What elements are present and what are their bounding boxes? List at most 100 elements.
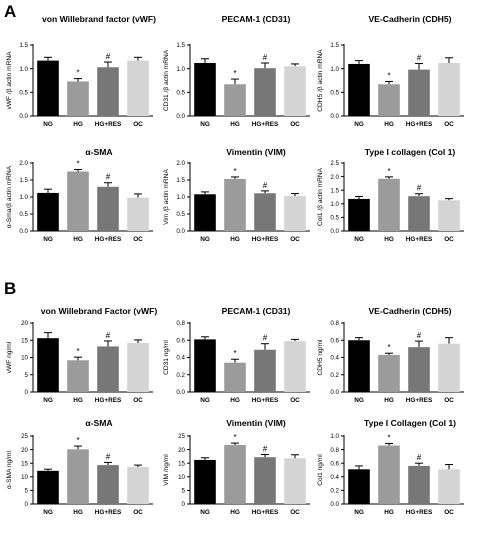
significance-marker: # bbox=[263, 444, 268, 453]
y-axis-label: Vim /β actin mRNA bbox=[163, 169, 170, 225]
chart-7: von Willebrand Factor (vWF) vWF ng/ml 0 5 10… bbox=[6, 306, 157, 404]
bar-ng bbox=[37, 470, 59, 504]
bar-oc bbox=[127, 197, 149, 231]
chart-3: VE-Cadherin (CDH5) CDH5 /β actin mRNA 0.0 0… bbox=[317, 14, 464, 128]
x-category-label: HG+RES bbox=[406, 236, 433, 243]
significance-marker: * bbox=[76, 347, 79, 356]
y-tick-label: 1.0 bbox=[330, 201, 339, 208]
chart-10: α-SMA α-SMA ng/ml 0 5 10 15 20 25 NG * HG # HG+RES OC bbox=[6, 418, 153, 516]
y-tick-label: 25 bbox=[21, 433, 28, 440]
significance-marker: # bbox=[106, 173, 111, 182]
y-tick-label: 0 bbox=[25, 389, 29, 396]
x-category-label: NG bbox=[354, 397, 364, 404]
x-category-label: OC bbox=[290, 236, 300, 243]
x-category-label: HG bbox=[73, 509, 83, 516]
significance-marker: # bbox=[106, 452, 111, 461]
significance-marker: * bbox=[233, 433, 236, 442]
y-tick-label: 1.5 bbox=[176, 42, 185, 49]
x-category-label: HG bbox=[73, 236, 83, 243]
x-category-label: HG+RES bbox=[406, 121, 433, 128]
chart-title: PECAM-1 (CD31) bbox=[222, 306, 291, 316]
bar-oc bbox=[438, 200, 460, 231]
y-axis-label: CD31 /β actin mRNA bbox=[163, 49, 170, 111]
chart-title: VE-Cadherin (CDH5) bbox=[368, 306, 451, 316]
chart-title: Type I collagen (Col 1) bbox=[365, 147, 456, 157]
y-tick-label: 2.5 bbox=[330, 160, 339, 167]
y-tick-label: 0.5 bbox=[19, 211, 28, 218]
x-category-label: OC bbox=[133, 236, 143, 243]
bar-ng bbox=[37, 338, 59, 392]
y-tick-label: 1.5 bbox=[19, 42, 28, 49]
y-tick-label: 0.0 bbox=[19, 113, 28, 120]
chart-11: Vimentin (VIM) VIM /ng/ml 0 5 10 15 20 25 NG * HG #… bbox=[163, 418, 310, 516]
y-tick-label: 0.8 bbox=[330, 320, 339, 327]
chart-title: von Willebrand Factor (vWF) bbox=[41, 306, 158, 316]
x-category-label: OC bbox=[444, 509, 454, 516]
y-tick-label: 1.0 bbox=[176, 194, 185, 201]
x-category-label: NG bbox=[200, 509, 210, 516]
y-tick-label: 0.5 bbox=[176, 211, 185, 218]
y-tick-label: 1.0 bbox=[176, 66, 185, 73]
y-tick-label: 0.5 bbox=[176, 90, 185, 97]
x-category-label: HG+RES bbox=[95, 121, 122, 128]
significance-marker: # bbox=[106, 331, 111, 340]
y-tick-label: 10 bbox=[21, 355, 28, 362]
x-category-label: OC bbox=[444, 236, 454, 243]
bar-hg bbox=[67, 81, 89, 116]
y-tick-label: 1.0 bbox=[330, 66, 339, 73]
x-category-label: NG bbox=[200, 121, 210, 128]
y-tick-label: 0.5 bbox=[330, 90, 339, 97]
x-category-label: OC bbox=[133, 397, 143, 404]
bar-hg bbox=[378, 445, 400, 504]
y-tick-label: 15 bbox=[21, 460, 28, 467]
chart-4: α-SMA α-Sma/β actin mRNA 0.0 0.5 1.0 1.5 2.0 NG… bbox=[6, 147, 153, 243]
x-category-label: HG bbox=[230, 509, 240, 516]
y-tick-label: 1.0 bbox=[330, 433, 339, 440]
bar-hg-res bbox=[97, 346, 119, 392]
charts-group: von Willebrand factor (vWF) vWF /β actin … bbox=[6, 14, 464, 516]
y-tick-label: 0.4 bbox=[330, 355, 339, 362]
y-tick-label: 5 bbox=[25, 488, 29, 495]
significance-marker: # bbox=[263, 181, 268, 190]
y-tick-label: 10 bbox=[21, 474, 28, 481]
panel-label-b: B bbox=[4, 279, 16, 298]
x-category-label: HG bbox=[230, 397, 240, 404]
chart-title: Vimentin (VIM) bbox=[226, 147, 286, 157]
x-category-label: NG bbox=[354, 509, 364, 516]
bar-hg-res bbox=[254, 68, 276, 116]
x-category-label: OC bbox=[444, 121, 454, 128]
y-tick-label: 0.6 bbox=[330, 337, 339, 344]
bar-hg-res bbox=[408, 196, 430, 231]
y-axis-label: CDH5 ng/ml bbox=[317, 339, 324, 375]
significance-marker: * bbox=[387, 167, 390, 176]
x-category-label: HG+RES bbox=[406, 509, 433, 516]
significance-marker: * bbox=[76, 69, 79, 78]
bar-hg bbox=[378, 354, 400, 392]
bar-oc bbox=[438, 343, 460, 392]
y-tick-label: 1.5 bbox=[19, 177, 28, 184]
bar-oc bbox=[438, 469, 460, 504]
y-axis-label: α-Sma/β actin mRNA bbox=[6, 165, 13, 228]
y-tick-label: 0.0 bbox=[330, 113, 339, 120]
bar-hg bbox=[224, 444, 246, 504]
y-axis-label: CDH5 /β actin mRNA bbox=[317, 49, 324, 112]
bar-hg-res bbox=[97, 67, 119, 116]
y-tick-label: 0.2 bbox=[330, 488, 339, 495]
significance-marker: * bbox=[76, 436, 79, 445]
significance-marker: * bbox=[387, 71, 390, 80]
significance-marker: * bbox=[233, 69, 236, 78]
y-axis-label: Col1 /β actin mRNA bbox=[317, 167, 324, 226]
x-category-label: HG+RES bbox=[252, 509, 279, 516]
x-category-label: HG bbox=[384, 397, 394, 404]
y-tick-label: 1.0 bbox=[19, 194, 28, 201]
bar-hg-res bbox=[97, 465, 119, 504]
chart-title: Vimentin (VIM) bbox=[226, 418, 286, 428]
y-tick-label: 0.8 bbox=[330, 447, 339, 454]
significance-marker: * bbox=[233, 167, 236, 176]
x-category-label: HG bbox=[384, 236, 394, 243]
x-category-label: NG bbox=[43, 397, 53, 404]
x-category-label: NG bbox=[43, 121, 53, 128]
x-category-label: OC bbox=[290, 509, 300, 516]
bar-hg bbox=[224, 362, 246, 392]
